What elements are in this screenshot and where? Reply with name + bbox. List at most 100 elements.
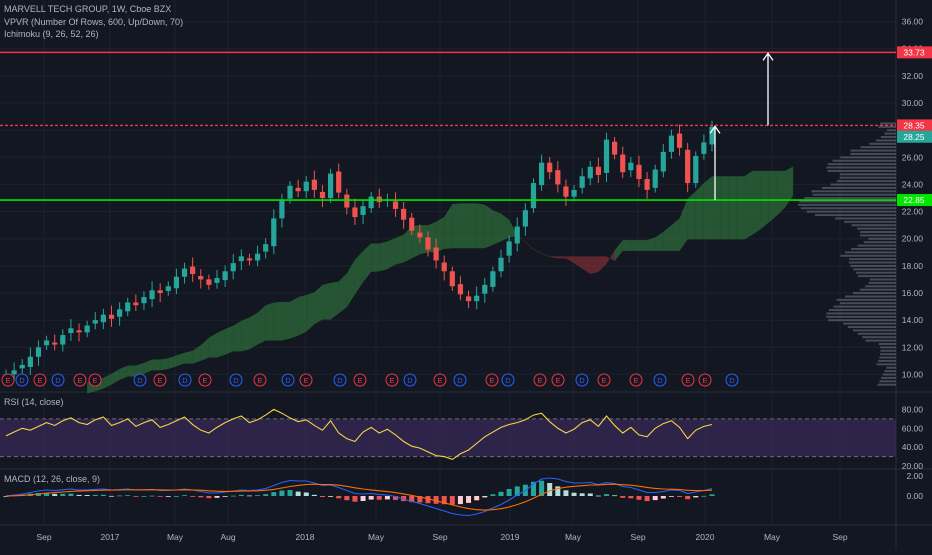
marker-label: D (579, 376, 585, 385)
marker-label: E (303, 376, 308, 385)
macd-histogram-bar (441, 496, 447, 505)
price-tick-label: 10.00 (902, 369, 924, 379)
price-tick-label: 36.00 (902, 17, 924, 27)
time-tick-label: Sep (832, 532, 847, 542)
marker-label: D (182, 376, 188, 385)
marker-label: E (157, 376, 162, 385)
time-tick-label: Sep (432, 532, 447, 542)
marker-earnings (88, 373, 102, 387)
candle-body (246, 258, 253, 261)
cloud-segment (216, 328, 226, 358)
cloud-segment (265, 302, 274, 341)
marker-label: E (202, 376, 207, 385)
cloud-segment (371, 243, 380, 272)
macd-legend[interactable]: MACD (12, 26, close, 9) (4, 474, 101, 484)
volume-profile-bar (839, 173, 896, 176)
macd-histogram-bar (693, 496, 699, 498)
macd-histogram-bar (636, 496, 642, 500)
candle-body (157, 290, 163, 293)
macd-histogram-bar (571, 492, 577, 496)
candle-body (701, 142, 707, 154)
macd-histogram-bar (165, 496, 171, 497)
candle-body (506, 241, 512, 256)
candle-body (652, 169, 658, 188)
rsi-tick-label: 80.00 (902, 404, 924, 414)
candlesticks (3, 120, 715, 384)
candle-body (141, 297, 147, 304)
cloud-segment (322, 282, 331, 320)
cloud-segment (160, 358, 169, 371)
marker-label: D (729, 376, 735, 385)
marker-label: D (233, 376, 239, 385)
rsi-legend[interactable]: RSI (14, close) (4, 397, 64, 407)
candle-body (636, 164, 642, 179)
cloud-segment (557, 256, 566, 259)
candle-body (149, 290, 155, 300)
volume-profile-bar (850, 264, 896, 267)
cloud-segment (630, 240, 639, 251)
volume-profile-bar (840, 254, 896, 257)
macd-histogram-bar (149, 495, 155, 497)
macd-histogram-bar (100, 494, 106, 496)
volume-profile-bar (832, 159, 896, 162)
macd-histogram-bar (604, 494, 610, 496)
macd-histogram-bar (344, 496, 350, 501)
candle-body (133, 302, 139, 306)
volume-profile-bar (826, 166, 896, 169)
time-tick-label: May (368, 532, 385, 542)
candle-body (465, 296, 472, 302)
marker-earnings (153, 373, 167, 387)
cloud-segment (249, 312, 258, 350)
macd-histogram-bar (117, 495, 123, 497)
macd-histogram-bar (60, 493, 66, 496)
macd-histogram-bar (612, 495, 618, 497)
time-tick-label: Sep (630, 532, 645, 542)
candle-body (100, 314, 106, 323)
vpvr-legend[interactable]: VPVR (Number Of Rows, 600, Up/Down, 70) (4, 17, 184, 27)
price-label-box (897, 194, 932, 207)
marker-earnings (681, 373, 695, 387)
volume-profile-bar (830, 183, 896, 186)
marker-label: E (489, 376, 494, 385)
volume-profile-bar (827, 169, 896, 172)
cloud-segment (476, 203, 485, 249)
cloud-segment (298, 295, 307, 336)
candle-body (238, 256, 244, 262)
marker-dividend (403, 373, 417, 387)
volume-profile-bar (853, 268, 896, 271)
volume-profile-bar (859, 231, 896, 234)
marker-earnings (198, 373, 212, 387)
marker-dividend (501, 373, 515, 387)
volume-profile-bar (828, 309, 896, 312)
candle-body (327, 173, 334, 198)
candle-body (68, 328, 74, 334)
symbol-legend[interactable]: MARVELL TECH GROUP, 1W, Cboe BZX (4, 4, 172, 14)
cloud-segment (241, 317, 250, 352)
time-axis[interactable]: Sep 2017 May Aug 2018 May Sep 2019 May Sep 2020 May… (36, 532, 847, 542)
cloud-segment (460, 203, 469, 249)
marker-dividend (51, 373, 65, 387)
candle-body (173, 276, 180, 289)
volume-profile-bar (843, 322, 896, 325)
macd-histogram-bar (709, 494, 715, 496)
cloud-segment (143, 359, 153, 374)
macd-histogram-bar (555, 486, 561, 496)
macd-histogram-bar (449, 496, 455, 505)
time-tick-label: 2020 (696, 532, 715, 542)
price-tick-label: 32.00 (902, 71, 924, 81)
marker-label: D (407, 376, 413, 385)
marker-dividend (178, 373, 192, 387)
candle-body (457, 284, 464, 295)
cloud-segment (582, 256, 591, 274)
ichimoku-legend[interactable]: Ichimoku (9, 26, 52, 26) (4, 29, 99, 39)
macd-histogram-bar (44, 492, 50, 496)
volume-profile-bar (868, 281, 896, 284)
cloud-segment (785, 166, 794, 208)
rsi-tick-label: 40.00 (902, 442, 924, 452)
price-axis[interactable]: 36.0034.0032.0030.0028.0026.0024.0022.00… (897, 17, 932, 501)
cloud-segment (281, 301, 291, 341)
time-tick-label: 2019 (501, 532, 520, 542)
macd-histogram-bar (701, 495, 707, 497)
